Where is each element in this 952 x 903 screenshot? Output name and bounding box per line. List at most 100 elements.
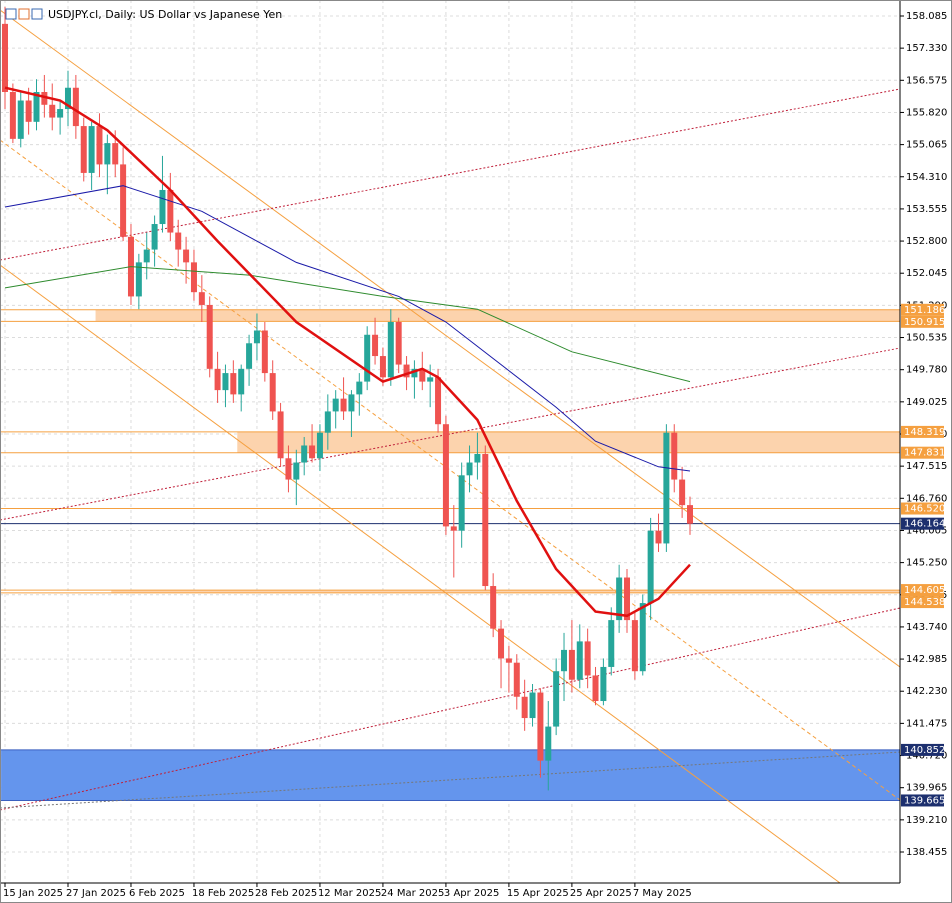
candle-body [316, 432, 323, 459]
candle-body [529, 692, 536, 719]
price-label-box [901, 596, 944, 609]
channel-line [0, 9, 901, 668]
icon [31, 8, 43, 20]
y-tick-label: 146.005 [906, 525, 947, 536]
y-tick-label: 147.515 [906, 461, 947, 472]
price-label: 148.319 [904, 427, 945, 438]
y-tick-label: 155.820 [906, 107, 947, 118]
y-tick-label: 139.965 [906, 783, 947, 794]
candle-body [143, 249, 150, 263]
moving-average [4, 185, 691, 472]
drawings [0, 9, 901, 884]
y-tick-label: 140.720 [906, 751, 947, 762]
candle-body [49, 104, 56, 118]
plot [2, 6, 693, 791]
x-tick-label: 24 Mar 2025 [381, 888, 444, 899]
candle-body [482, 454, 489, 587]
price-label-box [901, 446, 944, 459]
price-label-box [901, 517, 944, 530]
candle-body [592, 675, 599, 702]
price-label-box [901, 315, 944, 328]
candle-body [253, 330, 260, 344]
candle-body [301, 445, 308, 463]
candle-body [466, 462, 473, 476]
y-tick-label: 142.985 [906, 654, 947, 665]
moving-average [4, 266, 691, 383]
price-label: 147.831 [904, 448, 945, 459]
price-label: 150.915 [904, 317, 945, 328]
candle-body [238, 368, 245, 395]
icon [5, 8, 17, 20]
x-tick-label: 15 Jan 2025 [3, 888, 63, 899]
price-label: 139.665 [904, 795, 945, 806]
candle-body [120, 164, 127, 237]
candle-body [80, 126, 87, 173]
candle-body [96, 126, 103, 165]
x-tick-label: 15 Apr 2025 [507, 888, 569, 899]
x-tick-label: 3 Apr 2025 [444, 888, 499, 899]
candle-body [498, 628, 505, 659]
candle-body [679, 479, 686, 506]
trend-line [0, 607, 901, 811]
y-tick-label: 157.330 [906, 43, 947, 54]
candle-body [624, 577, 631, 621]
candle-body [474, 454, 481, 463]
title-icons [5, 8, 43, 20]
candle-body [41, 92, 48, 105]
y-tick-label: 153.555 [906, 204, 947, 215]
candle-body [356, 381, 363, 395]
y-tick-label: 142.230 [906, 686, 947, 697]
candle-body [9, 92, 16, 139]
candle-body [687, 505, 693, 524]
zone [111, 590, 901, 593]
price-label: 144.605 [904, 585, 945, 596]
candle-body [419, 368, 426, 382]
candle-body [387, 321, 394, 378]
candle-body [608, 620, 615, 667]
channel-line [0, 264, 841, 884]
zone [237, 431, 900, 453]
y-tick-label: 150.535 [906, 333, 947, 344]
candle-body [521, 696, 528, 719]
x-tick-label: 6 Feb 2025 [129, 888, 185, 899]
candle-body [72, 87, 79, 127]
candle-body [568, 649, 575, 680]
y-tick-label: 145.250 [906, 558, 947, 569]
trend-line [0, 347, 901, 521]
y-tick-label: 149.780 [906, 365, 947, 376]
candle-body [88, 126, 95, 173]
candle-body [561, 649, 568, 672]
x-tick-label: 12 Mar 2025 [318, 888, 381, 899]
price-label-box [901, 303, 944, 316]
y-tick-label: 155.065 [906, 140, 947, 151]
candle-body [17, 100, 24, 139]
candle-body [379, 356, 386, 378]
candle-body [151, 224, 158, 250]
price-label-box [901, 794, 944, 807]
candle-body [490, 586, 497, 629]
x-tick-label: 28 Feb 2025 [255, 888, 317, 899]
candle-body [277, 411, 284, 459]
y-tick-label: 146.760 [906, 493, 947, 504]
candle-body [33, 92, 40, 122]
candle-body [104, 143, 111, 165]
price-label: 151.186 [904, 305, 945, 316]
candle-body [450, 526, 457, 531]
price-label: 144.538 [904, 597, 945, 608]
candle-body [671, 432, 678, 480]
y-tick-label: 156.575 [906, 75, 947, 86]
candle-body [64, 87, 71, 110]
x-tick-label: 18 Feb 2025 [192, 888, 254, 899]
y-tick-label: 138.455 [906, 847, 947, 858]
candle-body [545, 726, 552, 761]
candle-body [183, 249, 190, 263]
candle-body [25, 100, 32, 122]
candle-body [57, 109, 64, 118]
candle-body [616, 577, 623, 621]
candle-body [159, 189, 166, 225]
candle-body [513, 662, 520, 697]
candle-body [261, 330, 268, 374]
candle-body [230, 373, 237, 395]
candle-body [655, 530, 662, 544]
